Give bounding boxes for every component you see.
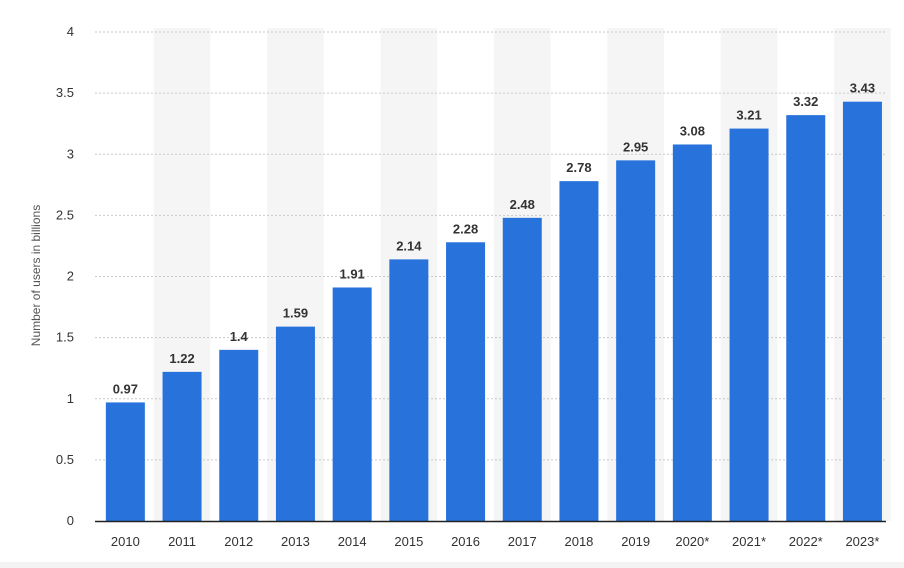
data-label: 1.4 [230,329,249,344]
bars [105,101,882,522]
x-tick-label: 2018 [564,534,593,549]
bar-2020*[interactable] [672,144,712,521]
y-tick-label: 0.5 [56,452,74,467]
bar-2016[interactable] [446,242,486,521]
y-tick-label: 1.5 [56,330,74,345]
bar-2012[interactable] [219,349,259,521]
x-tick-label: 2013 [281,534,310,549]
bar-2022*[interactable] [786,115,826,521]
x-tick-label: 2021* [732,534,766,549]
data-label: 3.08 [680,123,705,138]
x-tick-label: 2012 [224,534,253,549]
data-label: 3.32 [793,94,818,109]
data-label: 2.78 [566,160,591,175]
x-tick-label: 2010 [111,534,140,549]
x-tick-label: 2014 [338,534,367,549]
x-tick-label: 2017 [508,534,537,549]
y-tick-label: 3.5 [56,85,74,100]
data-label: 2.14 [396,238,422,253]
x-tick-labels: 2010 2011 2012 2013 2014 2015 2016 2017 2018 2019… [111,534,880,549]
bar-2010[interactable] [105,402,145,521]
y-tick-label: 2 [67,269,74,284]
y-tick-label: 2.5 [56,207,74,222]
y-tick-labels: 0 0.5 1 1.5 2 2.5 3 3.5 4 [56,24,74,528]
data-label: 1.22 [169,351,194,366]
bar-2023*[interactable] [842,101,882,522]
y-tick-label: 1 [67,391,74,406]
bar-2019[interactable] [616,160,656,522]
value-labels: 0.97 1.22 1.4 1.59 1.91 2.14 2.28 2.48 2.78 2.95 3… [113,81,875,397]
bar-2021*[interactable] [729,128,769,521]
bar-2014[interactable] [332,287,372,521]
bar-2015[interactable] [389,259,429,521]
data-label: 2.95 [623,139,648,154]
data-label: 1.91 [339,267,364,282]
y-tick-label: 0 [67,513,74,528]
data-label: 3.21 [736,108,761,123]
y-tick-label: 3 [67,146,74,161]
x-tick-label: 2020* [675,534,709,549]
x-tick-label: 2023* [845,534,879,549]
x-tick-label: 2011 [168,534,196,549]
x-tick-label: 2022* [789,534,823,549]
bar-2017[interactable] [502,217,542,521]
data-label: 3.43 [850,81,875,96]
x-tick-label: 2015 [394,534,423,549]
data-label: 2.28 [453,221,478,236]
bar-2011[interactable] [162,371,202,521]
data-label: 2.48 [510,197,535,212]
data-label: 0.97 [113,381,138,396]
y-axis-title: Number of users in billions [29,205,43,346]
bar-2018[interactable] [559,181,599,521]
x-tick-label: 2019 [621,534,650,549]
y-tick-label: 4 [67,24,74,39]
bar-2013[interactable] [275,326,315,521]
x-tick-label: 2016 [451,534,480,549]
bottom-strip [0,562,904,568]
data-label: 1.59 [283,306,308,321]
